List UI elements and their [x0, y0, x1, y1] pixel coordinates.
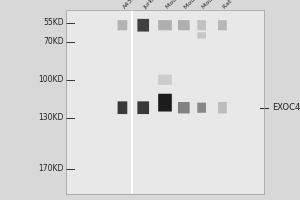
FancyBboxPatch shape	[218, 20, 227, 30]
Text: 100KD: 100KD	[39, 75, 64, 84]
FancyBboxPatch shape	[178, 102, 190, 113]
FancyBboxPatch shape	[218, 102, 227, 113]
FancyBboxPatch shape	[158, 75, 172, 85]
FancyBboxPatch shape	[197, 20, 206, 30]
Text: Mouse liver: Mouse liver	[202, 0, 231, 10]
FancyBboxPatch shape	[178, 20, 190, 30]
FancyBboxPatch shape	[197, 32, 206, 39]
Text: 170KD: 170KD	[39, 164, 64, 173]
FancyBboxPatch shape	[137, 101, 149, 114]
FancyBboxPatch shape	[137, 19, 149, 32]
FancyBboxPatch shape	[158, 94, 172, 112]
FancyBboxPatch shape	[197, 103, 206, 113]
Text: Mouse thymus: Mouse thymus	[184, 0, 220, 10]
Text: EXOC4: EXOC4	[272, 103, 300, 112]
FancyBboxPatch shape	[158, 20, 172, 30]
Text: A431: A431	[122, 0, 137, 10]
Text: Mouse brain: Mouse brain	[165, 0, 196, 10]
Text: Rat brain: Rat brain	[222, 0, 246, 10]
Text: 55KD: 55KD	[44, 18, 64, 27]
FancyBboxPatch shape	[118, 20, 127, 30]
Text: 130KD: 130KD	[39, 113, 64, 122]
Text: 70KD: 70KD	[44, 37, 64, 46]
Text: Jurkat: Jurkat	[143, 0, 160, 10]
FancyBboxPatch shape	[118, 101, 127, 114]
